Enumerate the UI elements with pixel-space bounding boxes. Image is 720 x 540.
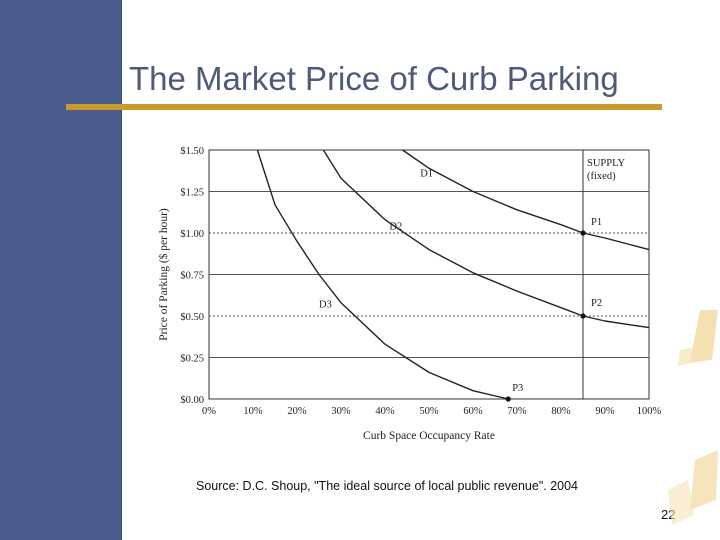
x-tick-label: 40% [375, 406, 395, 417]
y-tick-label: $0.50 [180, 312, 204, 323]
curve-label: D2 [389, 222, 402, 233]
point-label: P2 [591, 298, 602, 309]
x-tick-label: 60% [463, 406, 483, 417]
y-tick-label: $1.25 [180, 188, 204, 199]
x-axis-title: Curb Space Occupancy Rate [363, 430, 495, 442]
x-tick-label: 90% [595, 406, 615, 417]
x-tick-label: 30% [331, 406, 351, 417]
x-tick-label: 0% [202, 406, 216, 417]
x-tick-label: 10% [243, 406, 263, 417]
title-underline [66, 104, 662, 110]
curve-label: D3 [319, 300, 332, 311]
point-label: P1 [591, 217, 602, 228]
y-tick-label: $1.00 [180, 229, 204, 240]
x-tick-label: 50% [419, 406, 439, 417]
x-tick-label: 100% [637, 406, 662, 417]
supply-sublabel: (fixed) [587, 171, 616, 182]
demand-curve-d1 [402, 149, 650, 251]
equilibrium-point [505, 396, 511, 402]
source-citation: Source: D.C. Shoup, "The ideal source of… [196, 479, 579, 493]
slide-title: The Market Price of Curb Parking [129, 60, 619, 97]
x-tick-label: 80% [551, 406, 571, 417]
demand-curve-d2 [322, 149, 650, 329]
supply-label: SUPPLY [587, 158, 625, 169]
equilibrium-point [580, 313, 586, 319]
demand-supply-chart: $0.00 $0.25 $0.50 $0.75 $1.00 $1.25 $1.50 0% 10%… [157, 146, 662, 442]
demand-curve-d3 [256, 149, 509, 400]
y-tick-label: $0.25 [180, 354, 204, 365]
y-tick-label: $0.75 [180, 271, 204, 282]
x-tick-label: 20% [287, 406, 307, 417]
y-tick-label: $0.00 [180, 395, 204, 406]
decorative-graphic [668, 310, 718, 525]
x-tick-label: 70% [507, 406, 527, 417]
y-tick-label: $1.50 [180, 146, 204, 157]
sidebar-band [0, 0, 122, 540]
equilibrium-point [580, 230, 586, 236]
point-label: P3 [512, 383, 523, 394]
curve-label: D1 [420, 169, 433, 180]
y-axis-title: Price of Parking ($ per hour) [157, 208, 170, 341]
